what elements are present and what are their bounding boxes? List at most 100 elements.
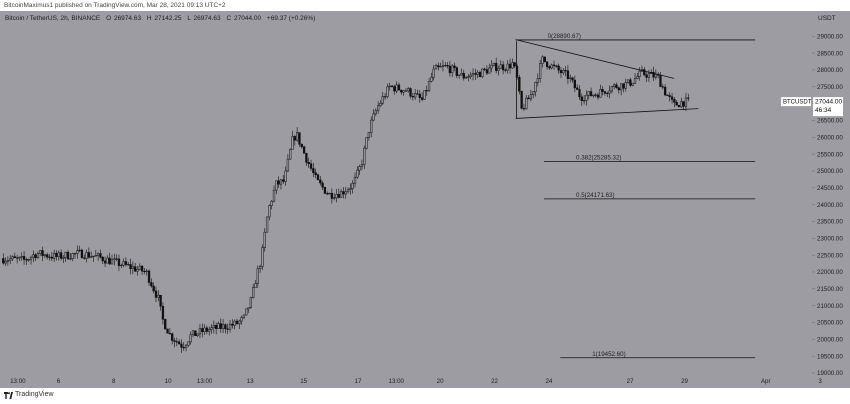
- candle-body: [420, 97, 424, 100]
- candle-body: [296, 132, 299, 141]
- price-tick-label: 24500.00: [817, 185, 843, 192]
- candle-body: [69, 258, 72, 260]
- time-tick-label: 8: [112, 378, 116, 385]
- candle-body: [48, 256, 51, 258]
- candle-body: [293, 136, 296, 141]
- legend-high-label: H: [147, 15, 152, 22]
- candle-body: [430, 76, 433, 82]
- candle-body: [578, 89, 581, 98]
- candle-body: [455, 67, 458, 76]
- time-tick-label: Apr: [761, 378, 771, 385]
- legend-close-value: 27044.00: [234, 15, 261, 22]
- candle-body: [203, 327, 206, 333]
- candle-body: [536, 78, 539, 83]
- price-tick-label: 28500.00: [817, 50, 843, 57]
- candle-body: [508, 63, 512, 69]
- price-axis[interactable]: USDT 29000.00 28500.00 28000.00 27500.00 270…: [812, 15, 843, 377]
- price-tick-label: 22000.00: [817, 269, 843, 276]
- price-tick-label: 26500.00: [817, 118, 843, 125]
- candle-body: [194, 330, 197, 336]
- price-tick-label: 22500.00: [817, 252, 843, 259]
- candle-body: [120, 264, 123, 266]
- candle-body: [245, 308, 248, 316]
- time-tick-label: 17: [355, 378, 362, 385]
- candle-body: [386, 86, 389, 97]
- candle-body: [224, 324, 227, 330]
- candle-body: [471, 73, 475, 76]
- candle-body: [275, 180, 278, 191]
- candle-body: [372, 113, 375, 121]
- candle-body: [198, 328, 202, 335]
- candle-body: [506, 63, 509, 71]
- candle-body: [670, 96, 674, 100]
- chart-legend: Bitcoin / TetherUS, 2h, BINANCE O 26974.…: [5, 15, 315, 22]
- candle-body: [490, 65, 493, 69]
- candle-body: [154, 290, 158, 298]
- candle-body: [573, 79, 577, 89]
- candle-body: [513, 62, 516, 67]
- candle-body: [548, 66, 551, 69]
- candle-body: [520, 90, 523, 109]
- candle-body: [175, 341, 178, 343]
- candle-body: [402, 90, 405, 93]
- candle-body: [9, 258, 12, 261]
- candle-body: [675, 101, 678, 106]
- price-marker[interactable]: BTCUSDT 27044.00 46:34: [781, 97, 843, 117]
- candle-body: [159, 294, 162, 307]
- candle-body: [96, 253, 100, 256]
- candle-body: [228, 323, 232, 330]
- candle-body: [594, 94, 597, 96]
- legend-low-value: 26974.63: [194, 15, 221, 22]
- candle-body: [659, 74, 662, 87]
- candle-body: [108, 257, 111, 265]
- candle-body: [367, 132, 371, 138]
- candle-body: [164, 319, 167, 330]
- candle-body: [411, 96, 415, 98]
- candle-body: [326, 193, 329, 195]
- candle-body: [474, 73, 477, 75]
- candle-body: [256, 268, 259, 284]
- candle-body: [145, 270, 148, 272]
- candle-body: [636, 76, 639, 79]
- candle-body: [43, 254, 47, 257]
- candle-body: [400, 89, 403, 93]
- candle-body: [434, 65, 438, 70]
- candle-body: [333, 197, 336, 199]
- candle-body: [492, 62, 496, 66]
- candle-body: [631, 82, 634, 86]
- legend-low-label: L: [187, 15, 191, 22]
- time-tick-label: 13:00: [10, 378, 26, 385]
- fib-level-label: 0.382(25285.32): [576, 154, 621, 161]
- price-chart[interactable]: 0(28890.67) 0.382(25285.32) 0.5(24171.63) 1…: [0, 11, 850, 388]
- price-tick-label: 28000.00: [817, 67, 843, 74]
- candle-body: [483, 68, 486, 70]
- candle-body: [416, 93, 419, 95]
- candle-body: [328, 192, 331, 195]
- candle-body: [381, 96, 384, 104]
- candle-body: [247, 307, 250, 310]
- candle-body: [534, 82, 537, 93]
- price-tick-label: 20500.00: [817, 320, 843, 327]
- candle-body: [485, 69, 489, 74]
- candle-body: [34, 254, 37, 259]
- candle-body: [335, 194, 338, 199]
- candle-body: [321, 182, 324, 188]
- candle-body: [404, 90, 408, 92]
- candle-body: [39, 250, 42, 254]
- chart-background: [0, 11, 850, 388]
- candle-body: [451, 65, 454, 74]
- candle-body: [423, 90, 426, 100]
- candle-body: [101, 256, 104, 262]
- candle-body: [300, 143, 303, 148]
- candle-body: [376, 105, 380, 112]
- candle-body: [673, 99, 676, 103]
- candle-body: [525, 97, 528, 110]
- candle-body: [626, 79, 630, 83]
- candle-body: [647, 73, 651, 78]
- candle-body: [511, 62, 514, 69]
- legend-symbol: Bitcoin / TetherUS, 2h, BINANCE: [5, 15, 101, 22]
- candle-body: [666, 94, 669, 96]
- time-axis[interactable]: 13:00 6 8 10 13:00 13 15 17 13:00 20 22 24 27 29 Apr 3: [10, 378, 822, 385]
- time-tick-label: 29: [681, 378, 688, 385]
- candle-body: [298, 132, 301, 145]
